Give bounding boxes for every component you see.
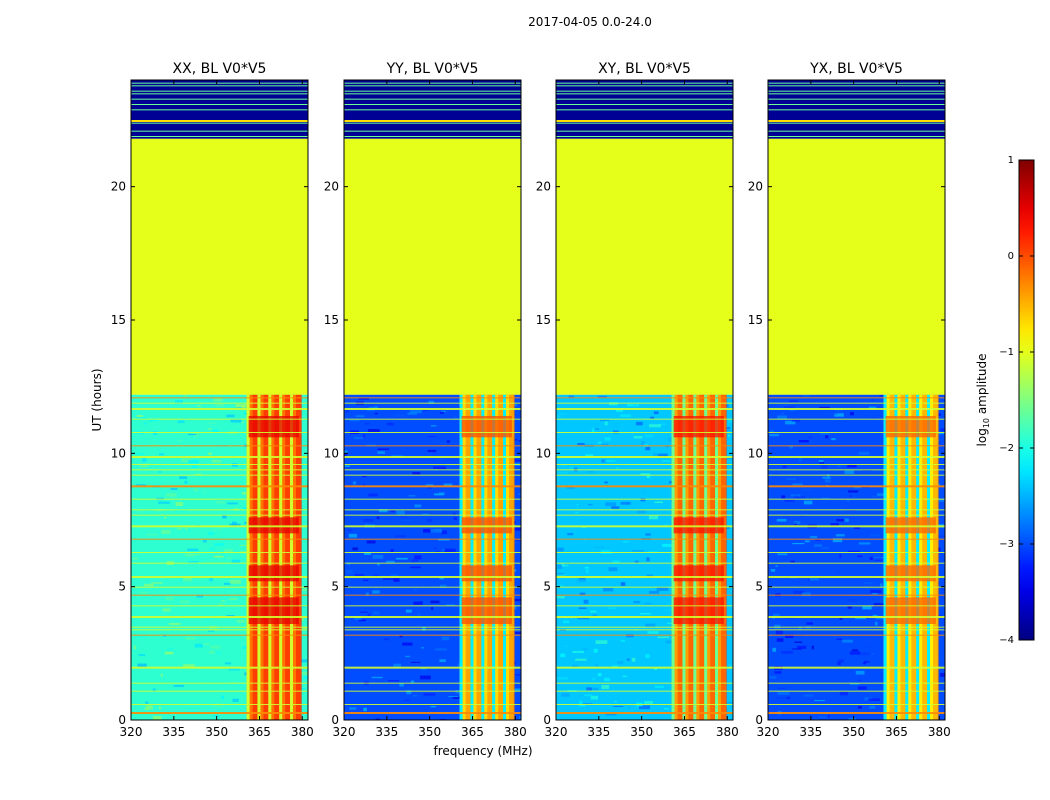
panel-3-image: [556, 80, 733, 720]
x-tick-label: 380: [716, 725, 739, 739]
x-tick-label: 365: [248, 725, 271, 739]
x-tick-label: 320: [757, 725, 780, 739]
colorbar: 1 0 −1 −2 −3 −4: [999, 155, 1035, 646]
y-tick-label: 10: [748, 446, 763, 460]
panel-3-title: XY, BL V0*V5: [598, 61, 691, 77]
x-tick-label: 320: [120, 725, 143, 739]
x-tick-label: 350: [842, 725, 865, 739]
x-tick-label: 380: [291, 725, 314, 739]
y-tick-label: 5: [543, 580, 551, 594]
y-tick-label: 5: [755, 580, 763, 594]
panel-4-frame: [767, 79, 946, 721]
panel-4-image: [768, 80, 945, 720]
colorbar-tick-label: −1: [999, 347, 1014, 358]
y-tick-label: 15: [324, 313, 339, 327]
x-tick-label: 350: [630, 725, 653, 739]
panel-3-frame: [555, 79, 734, 721]
colorbar-frame: [1018, 159, 1035, 641]
x-tick-label: 320: [545, 725, 568, 739]
x-tick-label: 335: [799, 725, 822, 739]
x-tick-label: 380: [928, 725, 951, 739]
x-tick-label: 365: [885, 725, 908, 739]
colorbar-label-tail: amplitude: [975, 354, 989, 418]
y-tick-label: 10: [324, 446, 339, 460]
panel-4-title: YX, BL V0*V5: [809, 61, 903, 77]
panel-2-title: YY, BL V0*V5: [386, 61, 479, 77]
figure-suptitle: 2017-04-05 0.0-24.0: [528, 15, 652, 29]
panel-4: YX, BL V0*V5 320 335 350 365 380 0 5 10 15 20: [748, 61, 951, 739]
colorbar-tick-label: −3: [999, 539, 1014, 550]
y-tick-label: 10: [111, 446, 126, 460]
colorbar-label-main: log: [975, 428, 989, 446]
panel-2-frame: [343, 79, 522, 721]
panel-1: XX, BL V0*V5 320 335 350 365 380 0 5 10 15 20: [111, 61, 314, 739]
colorbar-tick-label: 1: [1008, 155, 1014, 166]
x-tick-label: 350: [205, 725, 228, 739]
x-tick-label: 365: [673, 725, 696, 739]
colorbar-tick-label: −2: [999, 443, 1014, 454]
panel-1-image: [131, 80, 308, 720]
y-tick-label: 20: [536, 180, 551, 194]
colorbar-tick-label: −4: [999, 635, 1014, 646]
y-tick-label: 0: [118, 713, 126, 727]
y-tick-label: 15: [111, 313, 126, 327]
x-tick-label: 335: [587, 725, 610, 739]
y-tick-label: 20: [324, 180, 339, 194]
colorbar-label-subscript: 10: [982, 418, 991, 428]
y-tick-label: 5: [331, 580, 339, 594]
x-tick-label: 365: [461, 725, 484, 739]
x-tick-label: 320: [333, 725, 356, 739]
y-tick-label: 15: [536, 313, 551, 327]
colorbar-tick-label: 0: [1008, 251, 1014, 262]
x-tick-label: 380: [504, 725, 527, 739]
panel-3: XY, BL V0*V5 320 335 350 365 380 0 5 10 15 20: [536, 61, 739, 739]
y-tick-label: 20: [748, 180, 763, 194]
colorbar-label: log10 amplitude: [975, 354, 991, 447]
y-tick-label: 5: [118, 580, 126, 594]
y-tick-label: 10: [536, 446, 551, 460]
x-tick-label: 350: [418, 725, 441, 739]
y-tick-label: 0: [543, 713, 551, 727]
colorbar-gradient: [1019, 160, 1034, 640]
y-axis-label: UT (hours): [90, 368, 104, 431]
panel-2-image: [344, 80, 521, 720]
y-tick-label: 15: [748, 313, 763, 327]
x-tick-label: 335: [375, 725, 398, 739]
panel-1-title: XX, BL V0*V5: [173, 61, 267, 77]
x-axis-label: frequency (MHz): [433, 744, 532, 758]
panel-2: YY, BL V0*V5 320 335 350 365 380 0 5 10 15 20: [324, 61, 527, 739]
y-tick-label: 0: [331, 713, 339, 727]
panel-1-frame: [130, 79, 309, 721]
y-tick-label: 20: [111, 180, 126, 194]
y-tick-label: 0: [755, 713, 763, 727]
x-tick-label: 335: [162, 725, 185, 739]
